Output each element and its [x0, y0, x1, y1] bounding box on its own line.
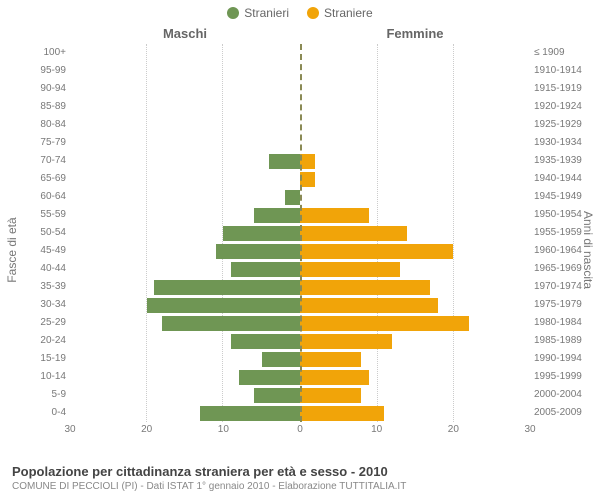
x-tick: 10 [371, 424, 382, 435]
bar-male [200, 406, 300, 421]
y-label-left: 80-84 [0, 116, 70, 134]
bar-male [154, 280, 300, 295]
bar-male [254, 208, 300, 223]
legend: Stranieri Straniere [0, 0, 600, 20]
y-label-right: 1910-1914 [530, 62, 600, 80]
y-label-right: 1940-1944 [530, 170, 600, 188]
header-male: Maschi [70, 26, 300, 41]
bar-male [162, 316, 300, 331]
bar-male [285, 190, 300, 205]
legend-swatch-female [307, 7, 319, 19]
y-label-right: 1970-1974 [530, 278, 600, 296]
y-label-left: 10-14 [0, 368, 70, 386]
y-label-left: 75-79 [0, 134, 70, 152]
y-label-left: 55-59 [0, 206, 70, 224]
y-label-right: ≤ 1909 [530, 44, 600, 62]
bar-female [300, 154, 315, 169]
header-female: Femmine [300, 26, 530, 41]
bar-female [300, 280, 430, 295]
legend-label-female: Straniere [324, 6, 373, 20]
y-label-right: 1955-1959 [530, 224, 600, 242]
x-tick: 30 [524, 424, 535, 435]
legend-label-male: Stranieri [244, 6, 289, 20]
bar-male [254, 388, 300, 403]
bar-male [262, 352, 300, 367]
x-tick: 20 [141, 424, 152, 435]
bar-female [300, 352, 361, 367]
bar-female [300, 388, 361, 403]
y-label-right: 1935-1939 [530, 152, 600, 170]
bar-female [300, 316, 469, 331]
y-label-right: 1990-1994 [530, 350, 600, 368]
y-label-left: 60-64 [0, 188, 70, 206]
y-label-left: 50-54 [0, 224, 70, 242]
bar-female [300, 334, 392, 349]
chart-subtitle: COMUNE DI PECCIOLI (PI) - Dati ISTAT 1° … [12, 481, 588, 492]
y-label-left: 30-34 [0, 296, 70, 314]
bar-male [269, 154, 300, 169]
legend-item-male: Stranieri [227, 6, 289, 20]
y-label-left: 65-69 [0, 170, 70, 188]
y-label-left: 25-29 [0, 314, 70, 332]
bar-female [300, 298, 438, 313]
y-label-left: 15-19 [0, 350, 70, 368]
y-label-left: 90-94 [0, 80, 70, 98]
column-headers: Maschi Femmine [70, 26, 530, 41]
bar-female [300, 208, 369, 223]
x-tick: 20 [448, 424, 459, 435]
y-label-left: 70-74 [0, 152, 70, 170]
y-label-right: 1965-1969 [530, 260, 600, 278]
y-label-right: 1995-1999 [530, 368, 600, 386]
chart-title: Popolazione per cittadinanza straniera p… [12, 464, 588, 479]
bar-male [231, 262, 300, 277]
bar-male [216, 244, 300, 259]
y-label-left: 20-24 [0, 332, 70, 350]
legend-item-female: Straniere [307, 6, 373, 20]
legend-swatch-male [227, 7, 239, 19]
x-tick: 30 [64, 424, 75, 435]
y-label-right: 2000-2004 [530, 386, 600, 404]
bar-male [223, 226, 300, 241]
bar-male [239, 370, 300, 385]
bar-female [300, 406, 384, 421]
y-label-left: 5-9 [0, 386, 70, 404]
y-label-right: 1975-1979 [530, 296, 600, 314]
y-label-right: 1945-1949 [530, 188, 600, 206]
y-label-left: 85-89 [0, 98, 70, 116]
bar-female [300, 244, 453, 259]
bar-male [147, 298, 300, 313]
y-label-right: 1980-1984 [530, 314, 600, 332]
y-label-right: 1920-1924 [530, 98, 600, 116]
y-label-right: 1960-1964 [530, 242, 600, 260]
y-label-left: 45-49 [0, 242, 70, 260]
y-label-left: 35-39 [0, 278, 70, 296]
bar-female [300, 370, 369, 385]
y-label-right: 2005-2009 [530, 404, 600, 422]
bar-female [300, 172, 315, 187]
y-label-left: 95-99 [0, 62, 70, 80]
x-axis: 3020100102030 [70, 424, 530, 440]
bar-male [231, 334, 300, 349]
y-label-right: 1915-1919 [530, 80, 600, 98]
y-label-left: 100+ [0, 44, 70, 62]
bar-female [300, 262, 400, 277]
pyramid-chart: Stranieri Straniere Maschi Femmine Fasce… [0, 0, 600, 500]
center-axis-line [300, 44, 302, 422]
bar-female [300, 226, 407, 241]
y-label-right: 1930-1934 [530, 134, 600, 152]
y-label-right: 1925-1929 [530, 116, 600, 134]
y-label-left: 40-44 [0, 260, 70, 278]
y-label-left: 0-4 [0, 404, 70, 422]
chart-footer: Popolazione per cittadinanza straniera p… [12, 464, 588, 492]
y-label-right: 1950-1954 [530, 206, 600, 224]
plot-area [70, 44, 530, 422]
x-tick: 0 [297, 424, 303, 435]
x-tick: 10 [218, 424, 229, 435]
y-label-right: 1985-1989 [530, 332, 600, 350]
